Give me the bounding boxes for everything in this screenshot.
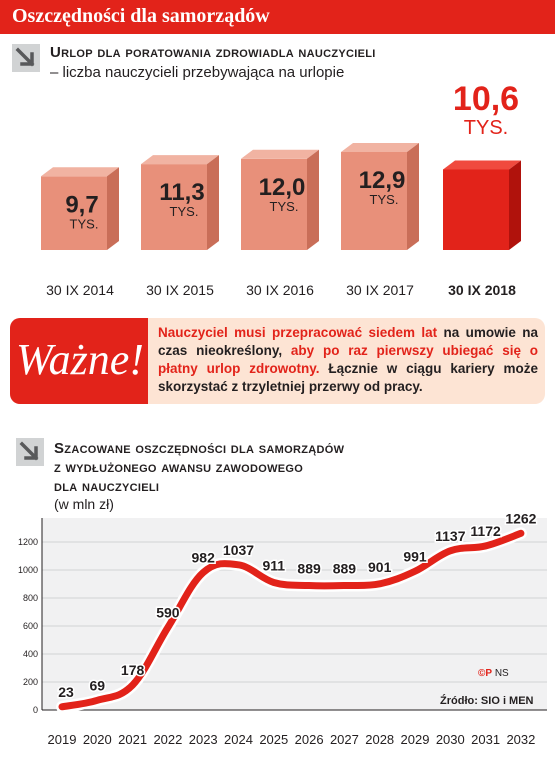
bar-value-label: 9,7 [65,191,98,218]
bar-front [41,176,107,250]
data-label: 23 [58,684,74,700]
important-label-bg [10,318,148,404]
data-label: 991 [403,548,427,564]
y-tick-label: 1000 [18,565,38,575]
bar-front [241,158,307,250]
bar-top [341,142,419,152]
data-label: 69 [90,677,106,693]
bar-value-label: 10,6 [453,80,519,118]
x-tick-label: 2028 [365,732,394,747]
bar-unit-label: TYS. [170,204,199,219]
bar-category-label: 30 IX 2018 [448,282,516,298]
x-tick-label: 2032 [506,732,535,747]
section2-title-line1: Szacowane oszczędności dla samorządów [54,440,345,457]
data-label: 1172 [470,523,501,539]
bar-category-label: 30 IX 2015 [146,282,214,298]
bar-unit-label: TYS. [370,192,399,207]
bar [41,167,119,250]
important-text-part: na umowie na czas nieokreślony, [158,325,538,358]
bar-side [107,167,119,250]
bar-front [443,169,509,250]
data-label: 889 [333,561,357,577]
y-tick-label: 400 [23,649,38,659]
bar-side [407,142,419,250]
bar-value-label: 12,9 [359,167,406,194]
bar-category-label: 30 IX 2016 [246,282,314,298]
copyright-mark: ©P [478,668,493,679]
data-label: 590 [156,604,180,620]
bar-value-label: 12,0 [259,174,306,201]
bar [443,160,521,250]
arrow-down-right-icon [12,44,40,72]
section2-subtitle: (w mln zł) [54,496,114,512]
bar-category-label: 30 IX 2017 [346,282,414,298]
bar-top [141,155,219,165]
bar-value-label: 11,3 [159,179,204,206]
bar-front [341,151,407,250]
arrow-down-right-icon [16,438,44,466]
bar-unit-label: TYS. [70,216,99,231]
bar-unit-label: TYS. [270,199,299,214]
bar-category-label: 30 IX 2014 [46,282,114,298]
y-tick-label: 200 [23,677,38,687]
x-tick-label: 2026 [295,732,324,747]
x-tick-label: 2031 [471,732,500,747]
x-tick-label: 2029 [401,732,430,747]
x-tick-label: 2021 [118,732,147,747]
y-tick-label: 1200 [18,537,38,547]
line-chart: 0 200 400 600 800 1000 1200 2019 2020 2021 2022 202… [18,509,547,747]
bar-side [207,155,219,250]
data-label: 982 [192,550,216,566]
bar [241,149,319,250]
header-bar [0,0,555,34]
x-tick-label: 2024 [224,732,253,747]
x-tick-label: 2023 [189,732,218,747]
x-tick-label: 2022 [153,732,182,747]
important-text-part: aby po raz pierwszy ubiegać się o płatny… [158,343,538,376]
important-label: Ważne! [16,335,144,384]
source-note: Źródło: SIO i MEN [440,695,534,707]
section1-title: Urlop dla poratowania zdrowiadla nauczyc… [50,44,376,61]
data-label: 1262 [505,510,536,526]
section2-title-line3: dla nauczycieli [54,478,160,495]
important-text: Nauczyciel musi przepracować siedem lat … [158,324,538,396]
x-tick-label: 2025 [259,732,288,747]
important-text-part: Łącznie w ciągu kariery może skorzystać … [158,361,538,394]
bar-top [241,149,319,159]
bar-unit-label: TYS. [464,117,508,139]
y-tick-label: 800 [23,593,38,603]
section2-title-line2: z wydłużonego awansu zawodowego [54,459,304,476]
x-tick-label: 2030 [436,732,465,747]
data-label: 178 [121,662,145,678]
y-tick-label: 0 [33,705,38,715]
data-label: 1037 [223,542,254,558]
bar-side [307,149,319,250]
bar-front [141,164,207,250]
page-title: Oszczędności dla samorządów [12,5,270,27]
y-tick-label: 600 [23,621,38,631]
bar-top [41,167,119,177]
copyright: ©P NS [478,668,509,679]
x-tick-label: 2027 [330,732,359,747]
x-tick-label: 2020 [83,732,112,747]
bar [141,155,219,250]
data-label: 901 [368,559,392,575]
bar [341,142,419,250]
x-tick-label: 2019 [48,732,77,747]
bar-side [509,160,521,250]
copyright-author: NS [494,668,509,679]
data-label: 911 [263,557,286,573]
series-line [58,529,525,711]
section1-subtitle: – liczba nauczycieli przebywająca na url… [50,64,345,81]
bar-top [443,160,521,170]
data-label: 889 [297,561,321,577]
important-text-part: Nauczyciel musi przepracować siedem lat [158,325,438,340]
data-label: 1137 [435,528,466,544]
